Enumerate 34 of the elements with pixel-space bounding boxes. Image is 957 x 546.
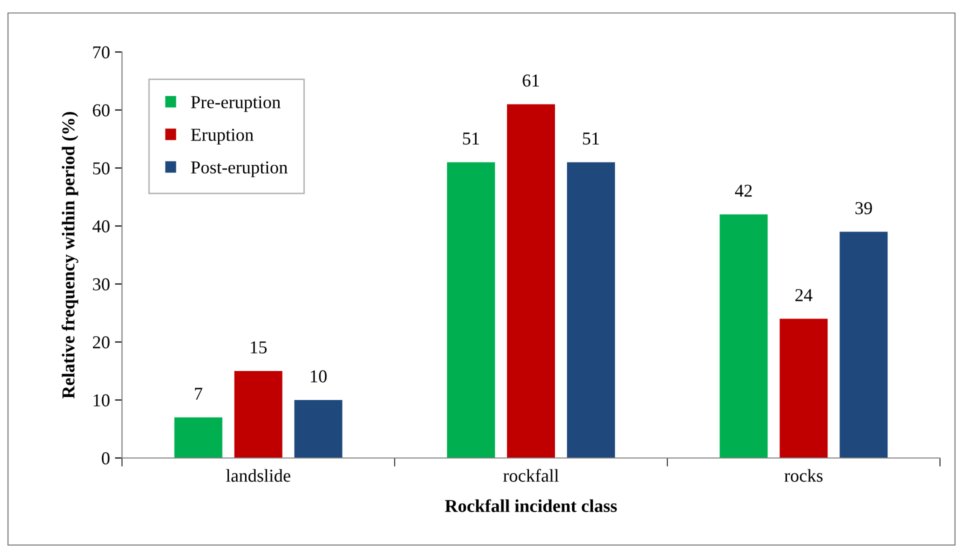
- y-tick-label: 60: [92, 104, 110, 116]
- y-tick-label: 20: [92, 336, 110, 348]
- y-tick-label: 40: [92, 220, 110, 232]
- y-tick-label: 30: [93, 278, 110, 290]
- bar: [294, 400, 342, 458]
- x-tick-label: landslide: [226, 469, 290, 482]
- legend-label: Eruption: [191, 128, 254, 145]
- x-tick-label: rockfall: [503, 468, 559, 482]
- bar: [507, 104, 555, 458]
- bar: [566, 162, 615, 458]
- bar: [447, 162, 496, 458]
- bar: [840, 232, 888, 458]
- bar: [234, 371, 282, 458]
- data-label: 61: [522, 74, 539, 87]
- data-label: 24: [795, 289, 812, 302]
- y-tick-label: 0: [102, 452, 110, 464]
- data-label: 42: [735, 184, 752, 197]
- x-axis-title: Rockfall incident class: [445, 499, 617, 512]
- data-label: 51: [583, 132, 599, 145]
- bar: [780, 318, 828, 458]
- bar: [174, 417, 222, 458]
- x-tick-label: rocks: [784, 469, 823, 482]
- legend-label: Pre-eruption: [191, 96, 281, 112]
- bar: [720, 214, 768, 458]
- data-label: 51: [463, 132, 479, 145]
- data-label: 39: [855, 202, 872, 214]
- data-label: 7: [195, 388, 202, 400]
- y-tick-label: 70: [93, 46, 110, 58]
- y-tick-label: 10: [94, 394, 110, 406]
- y-axis-title: Relative frequency within period (%): [62, 112, 78, 398]
- legend-label: Post-eruption: [191, 161, 288, 178]
- data-label: 10: [310, 370, 327, 382]
- y-tick-label: 50: [93, 162, 110, 174]
- data-label: 15: [250, 341, 267, 354]
